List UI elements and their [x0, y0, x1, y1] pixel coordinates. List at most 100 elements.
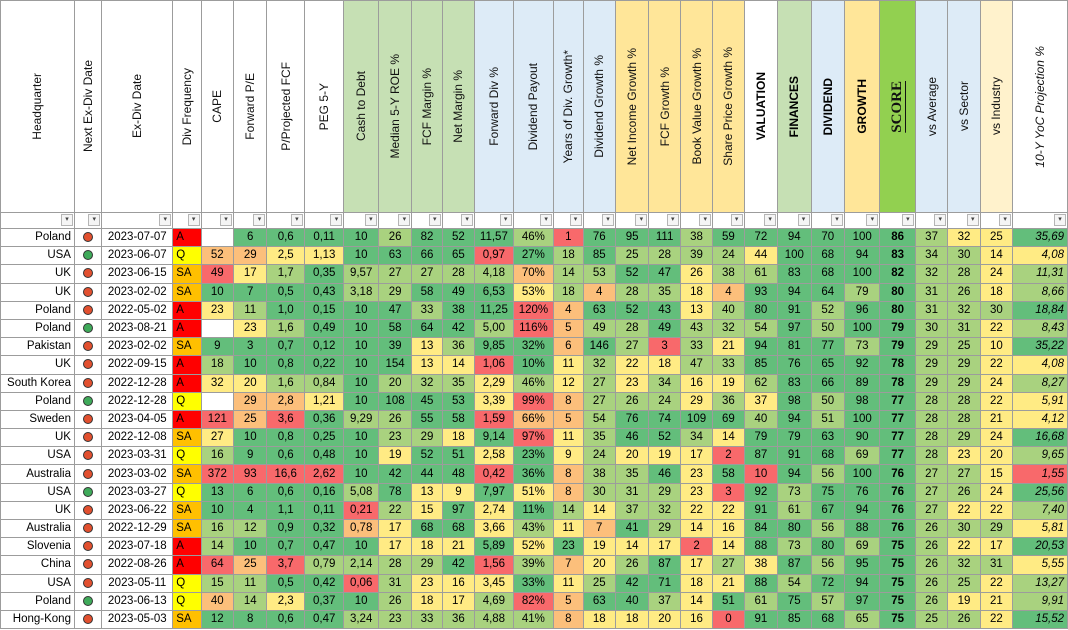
cell-valuation[interactable]: 91 [743, 500, 779, 521]
cell-dividend-payout[interactable]: 70% [512, 264, 555, 284]
column-header-net-income-growth[interactable]: Net Income Growth % [614, 0, 650, 213]
cell-book-value-growth[interactable]: 23 [679, 464, 714, 484]
cell-p-projected-fcf[interactable]: 0,6 [266, 227, 305, 248]
cell-next-ex-div-date[interactable] [73, 518, 103, 539]
column-header-growth[interactable]: GROWTH [843, 0, 881, 213]
cell-book-value-growth[interactable]: 18 [679, 282, 714, 302]
filter-dropdown-button[interactable]: ▾ [290, 214, 303, 226]
cell-forward-p-e[interactable]: 29 [233, 391, 268, 411]
cell-div-frequency[interactable]: Q [172, 391, 202, 411]
cell-forward-p-e[interactable]: 20 [233, 373, 268, 393]
cell-next-ex-div-date[interactable] [73, 482, 103, 502]
cell-vs-industry[interactable]: 24 [979, 373, 1014, 393]
cell-10-y-yoc-projection[interactable]: 9,91 [1012, 591, 1068, 611]
cell-fcf-growth[interactable]: 18 [648, 355, 681, 375]
cell-dividend-growth[interactable]: 4 [582, 282, 616, 302]
cell-median-5-y-roe[interactable]: 58 [377, 318, 413, 339]
cell-years-of-div-growth[interactable]: 8 [553, 609, 584, 630]
cell-headquarter[interactable]: Slovenia [0, 537, 75, 557]
cell-net-margin[interactable]: 51 [441, 446, 476, 466]
cell-share-price-growth[interactable]: 36 [712, 391, 745, 411]
cell-p-projected-fcf[interactable]: 0,9 [266, 518, 305, 539]
cell-ex-div-date[interactable]: 2023-03-27 [101, 482, 174, 502]
cell-growth[interactable]: 73 [843, 337, 881, 357]
filter-dropdown-button[interactable]: ▾ [601, 214, 614, 226]
cell-forward-p-e[interactable]: 25 [233, 555, 268, 575]
cell-fcf-growth[interactable]: 47 [648, 264, 681, 284]
cell-dividend-growth[interactable]: 19 [582, 537, 616, 557]
cell-dividend[interactable]: 80 [810, 537, 845, 557]
column-header-fcf-margin[interactable]: FCF Margin % [411, 0, 443, 213]
cell-vs-industry[interactable]: 14 [979, 246, 1014, 266]
cell-share-price-growth[interactable]: 32 [712, 318, 745, 339]
cell-10-y-yoc-projection[interactable]: 5,55 [1012, 555, 1068, 575]
cell-vs-average[interactable]: 29 [914, 355, 949, 375]
cell-finances[interactable]: 94 [777, 282, 812, 302]
cell-share-price-growth[interactable]: 27 [712, 555, 745, 575]
cell-vs-industry[interactable]: 22 [979, 318, 1014, 339]
cell-vs-average[interactable]: 31 [914, 300, 949, 320]
cell-forward-p-e[interactable]: 11 [233, 573, 268, 593]
cell-vs-sector[interactable]: 22 [947, 537, 981, 557]
cell-next-ex-div-date[interactable] [73, 446, 103, 466]
cell-next-ex-div-date[interactable] [73, 264, 103, 284]
cell-finances[interactable]: 75 [777, 591, 812, 611]
cell-next-ex-div-date[interactable] [73, 409, 103, 430]
cell-net-income-growth[interactable]: 41 [614, 518, 650, 539]
filter-dropdown-button[interactable]: ▾ [666, 214, 679, 226]
cell-cape[interactable]: 40 [200, 591, 235, 611]
cell-years-of-div-growth[interactable]: 8 [553, 482, 584, 502]
cell-forward-p-e[interactable]: 14 [233, 591, 268, 611]
cell-dividend[interactable]: 66 [810, 373, 845, 393]
filter-dropdown-button[interactable]: ▾ [461, 214, 474, 226]
cell-share-price-growth[interactable]: 59 [712, 227, 745, 248]
cell-finances[interactable]: 94 [777, 227, 812, 248]
cell-10-y-yoc-projection[interactable]: 35,22 [1012, 337, 1068, 357]
cell-next-ex-div-date[interactable] [73, 282, 103, 302]
cell-vs-industry[interactable]: 22 [979, 609, 1014, 630]
cell-fcf-margin[interactable]: 55 [411, 409, 443, 430]
filter-dropdown-button[interactable]: ▾ [499, 214, 512, 226]
cell-share-price-growth[interactable]: 4 [712, 282, 745, 302]
filter-dropdown-button[interactable]: ▾ [830, 214, 843, 226]
cell-p-projected-fcf[interactable]: 0,7 [266, 337, 305, 357]
column-header-book-value-growth[interactable]: Book Value Growth % [679, 0, 714, 213]
cell-forward-div[interactable]: 9,14 [474, 428, 514, 448]
cell-median-5-y-roe[interactable]: 47 [377, 300, 413, 320]
cell-10-y-yoc-projection[interactable]: 5,91 [1012, 391, 1068, 411]
cell-score[interactable]: 80 [879, 300, 916, 320]
cell-fcf-margin[interactable]: 29 [411, 428, 443, 448]
cell-dividend[interactable]: 68 [810, 609, 845, 630]
cell-finances[interactable]: 91 [777, 300, 812, 320]
column-header-finances[interactable]: FINANCES [777, 0, 812, 213]
cell-share-price-growth[interactable]: 22 [712, 500, 745, 521]
cell-div-frequency[interactable]: Q [172, 482, 202, 502]
cell-net-income-growth[interactable]: 26 [614, 391, 650, 411]
cell-dividend-growth[interactable]: 35 [582, 428, 616, 448]
cell-dividend[interactable]: 50 [810, 318, 845, 339]
column-header-valuation[interactable]: VALUATION [743, 0, 779, 213]
cell-dividend-payout[interactable]: 27% [512, 246, 555, 266]
cell-vs-industry[interactable]: 29 [979, 518, 1014, 539]
cell-vs-average[interactable]: 27 [914, 464, 949, 484]
cell-book-value-growth[interactable]: 16 [679, 373, 714, 393]
cell-cape[interactable]: 16 [200, 446, 235, 466]
cell-book-value-growth[interactable]: 23 [679, 482, 714, 502]
cell-div-frequency[interactable]: A [172, 300, 202, 320]
cell-10-y-yoc-projection[interactable]: 15,52 [1012, 609, 1068, 630]
cell-growth[interactable]: 97 [843, 591, 881, 611]
cell-net-margin[interactable]: 58 [441, 409, 476, 430]
cell-cash-to-debt[interactable]: 0,21 [343, 500, 379, 521]
cell-vs-sector[interactable]: 32 [947, 300, 981, 320]
cell-10-y-yoc-projection[interactable]: 9,65 [1012, 446, 1068, 466]
cell-vs-industry[interactable]: 24 [979, 482, 1014, 502]
cell-ex-div-date[interactable]: 2023-07-07 [101, 227, 174, 248]
cell-fcf-margin[interactable]: 13 [411, 355, 443, 375]
column-header-div-frequency[interactable]: Div Frequency [172, 0, 202, 213]
cell-div-frequency[interactable]: A [172, 355, 202, 375]
cell-fcf-margin[interactable]: 15 [411, 500, 443, 521]
cell-score[interactable]: 80 [879, 282, 916, 302]
cell-p-projected-fcf[interactable]: 2,5 [266, 246, 305, 266]
cell-growth[interactable]: 89 [843, 373, 881, 393]
cell-cape[interactable]: 15 [200, 573, 235, 593]
